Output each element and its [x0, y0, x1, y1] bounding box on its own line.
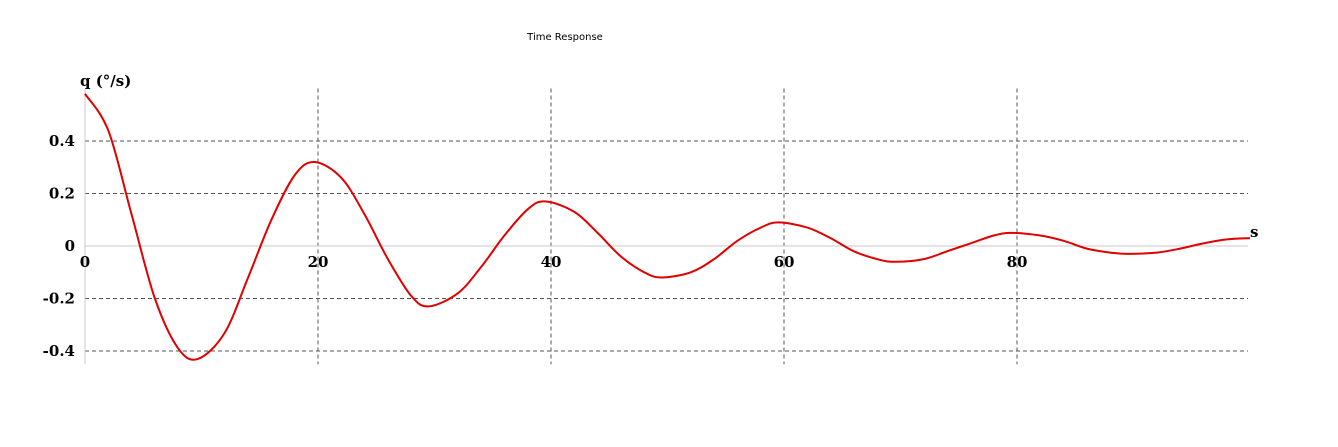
- x-axis-label: s: [1250, 223, 1258, 241]
- tick-labels: 0.4 0.2 0 -0.2 -0.4 0 20 40 60 80: [43, 132, 1028, 360]
- x-tick-label: 40: [541, 253, 562, 271]
- grid-lines: [85, 88, 1248, 365]
- series-lines: [84, 93, 1251, 361]
- chart-title: Time Response: [526, 32, 603, 43]
- y-axis-label: q (°/s): [80, 72, 131, 90]
- axes: [84, 88, 1248, 365]
- series-line: [84, 93, 1251, 361]
- y-tick-label: -0.2: [43, 290, 75, 308]
- y-tick-label: 0.4: [49, 132, 75, 150]
- x-tick-label: 80: [1007, 253, 1028, 271]
- x-tick-label: 0: [80, 253, 90, 271]
- x-tick-label: 60: [774, 253, 795, 271]
- y-tick-label: 0.2: [49, 185, 75, 203]
- y-tick-label: -0.4: [43, 342, 75, 360]
- x-tick-label: 20: [308, 253, 329, 271]
- y-tick-label: 0: [65, 237, 75, 255]
